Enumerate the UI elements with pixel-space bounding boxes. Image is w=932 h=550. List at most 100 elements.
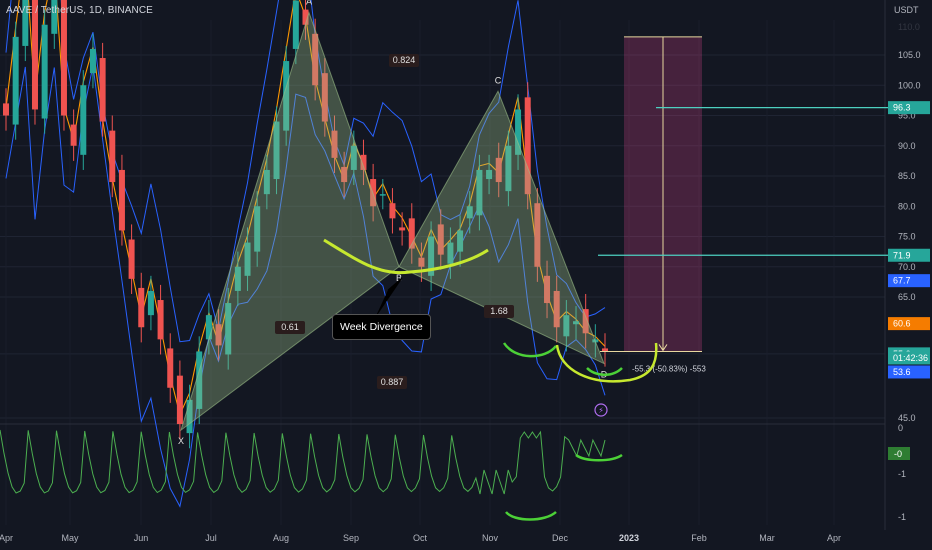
y-tick-label: 110.0 xyxy=(898,22,920,32)
osc-highlight-2 xyxy=(575,453,623,462)
candle xyxy=(495,157,502,183)
candle xyxy=(573,321,580,325)
price-label-text: 53.6 xyxy=(893,367,911,377)
y-tick-label: 90.0 xyxy=(898,141,916,151)
x-tick-label: Jun xyxy=(134,533,149,543)
ratio-badge xyxy=(275,321,305,334)
candle xyxy=(51,0,58,34)
x-tick-label: Mar xyxy=(759,533,775,543)
candle xyxy=(524,97,531,195)
callout-pointer xyxy=(375,277,403,317)
candle xyxy=(147,290,154,316)
divergence-callout: Week Divergence xyxy=(332,314,431,340)
flash-icon-glyph: ⚡ xyxy=(598,406,604,415)
candle xyxy=(41,24,48,119)
axes: 105.0100.095.090.085.080.075.070.065.055… xyxy=(0,22,930,543)
divergence-curve xyxy=(323,238,489,275)
x-tick-label: Apr xyxy=(0,533,13,543)
price-label-text: 67.7 xyxy=(893,276,911,286)
candle xyxy=(389,203,396,219)
price-label xyxy=(888,274,930,288)
ratio-label: 0.887 xyxy=(381,377,404,387)
candle xyxy=(80,85,87,155)
candle xyxy=(60,0,67,116)
osc-tick-label: -1 xyxy=(898,512,906,522)
annotations: -55.3 (-50.83%) -553 ⚡ xyxy=(323,36,888,417)
candle xyxy=(138,287,145,328)
candle xyxy=(22,0,29,46)
x-tick-label: Jul xyxy=(205,533,217,543)
candle xyxy=(234,266,241,291)
ratio-badge xyxy=(377,376,407,389)
ratio-label: 0.824 xyxy=(393,55,416,65)
candle xyxy=(399,227,406,231)
candle xyxy=(263,169,270,195)
candle xyxy=(331,130,338,158)
candle xyxy=(312,33,319,86)
candle xyxy=(205,315,212,340)
x-tick-label: Sep xyxy=(343,533,359,543)
upper-band xyxy=(5,0,606,343)
candle xyxy=(418,257,425,267)
candle xyxy=(350,145,357,170)
osc-tick-label: -1 xyxy=(898,469,906,479)
y-tick-label: 85.0 xyxy=(898,171,916,181)
candle xyxy=(70,124,77,146)
ratio-badge xyxy=(389,54,419,67)
y-tick-label: 95.0 xyxy=(898,111,916,121)
x-tick-label: Nov xyxy=(482,533,499,543)
candle xyxy=(109,130,116,183)
candle xyxy=(379,194,386,196)
ratio-label: 0.61 xyxy=(281,322,299,332)
price-label xyxy=(888,101,930,115)
candle xyxy=(118,169,125,231)
candle xyxy=(341,166,348,183)
y-tick-label: 100.0 xyxy=(898,80,921,90)
highlight-1 xyxy=(502,342,557,358)
pattern-point-a: A xyxy=(306,0,312,7)
pattern-point-b: B xyxy=(396,273,402,283)
candle xyxy=(283,61,290,131)
candle xyxy=(466,206,473,219)
price-label xyxy=(888,248,930,262)
price-label xyxy=(888,351,930,365)
y-tick-label: 80.0 xyxy=(898,201,916,211)
candle xyxy=(292,0,299,49)
x-tick-label: 2023 xyxy=(619,533,639,543)
osc-tick-label: 0 xyxy=(898,423,903,433)
x-tick-label: Oct xyxy=(413,533,428,543)
x-tick-label: Aug xyxy=(273,533,289,543)
price-label-text: 01:42:36 xyxy=(893,353,928,363)
candle xyxy=(457,230,464,252)
candle xyxy=(157,300,164,340)
pattern-point-c: C xyxy=(495,75,502,85)
candle xyxy=(582,309,589,334)
price-label-text: 96.3 xyxy=(893,103,911,113)
candle xyxy=(505,145,512,192)
candle xyxy=(486,169,493,180)
candle xyxy=(302,9,309,25)
price-label xyxy=(888,317,930,331)
candle xyxy=(176,375,183,425)
candle xyxy=(447,242,454,264)
price-label xyxy=(888,365,930,379)
price-label-text: 71.9 xyxy=(893,250,911,260)
measure-arrowhead xyxy=(658,344,668,352)
candle xyxy=(563,315,570,337)
x-tick-label: May xyxy=(61,533,79,543)
y-tick-label: 70.0 xyxy=(898,262,916,272)
candle xyxy=(225,303,232,355)
x-tick-label: Dec xyxy=(552,533,569,543)
candle xyxy=(244,242,251,276)
flash-icon xyxy=(594,403,608,417)
osc-value-label: -0 xyxy=(894,449,902,459)
x-tick-label: Feb xyxy=(691,533,707,543)
candle xyxy=(553,290,560,328)
chart-title: AAVE / TetherUS, 1D, BINANCE xyxy=(6,5,153,16)
candle xyxy=(437,224,444,255)
highlight-3 xyxy=(586,367,623,376)
candle xyxy=(321,73,328,122)
candle xyxy=(3,103,9,116)
pattern-point-x: X xyxy=(178,436,184,446)
